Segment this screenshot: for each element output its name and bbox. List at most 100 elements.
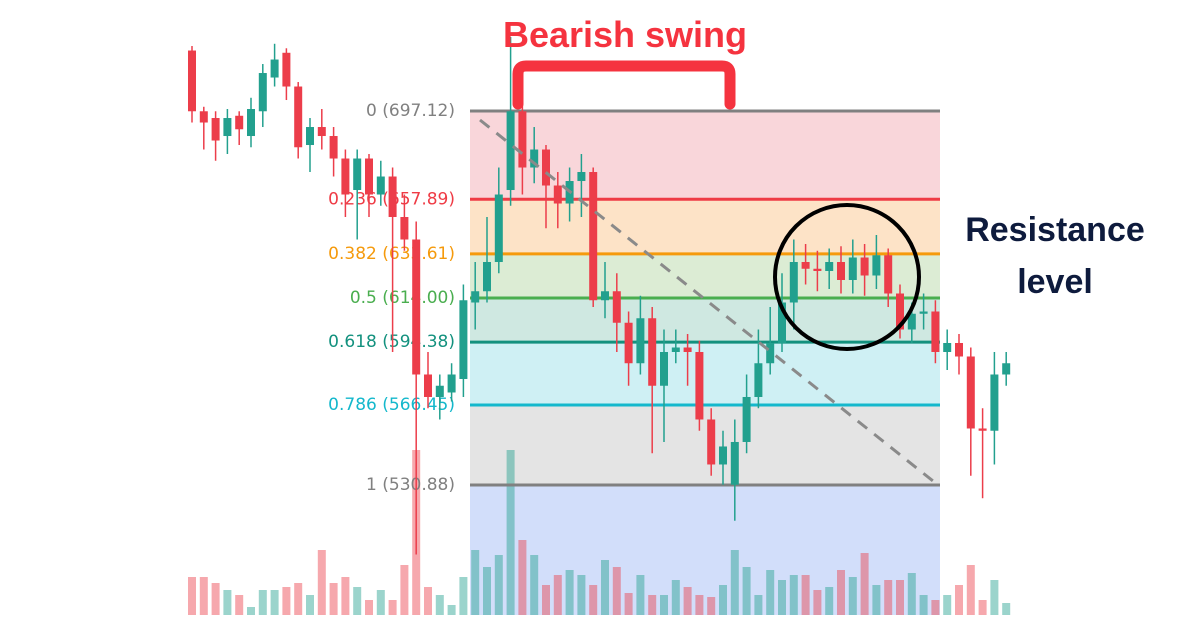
- swing-bracket: [512, 60, 736, 110]
- candle-body: [624, 322, 633, 364]
- candle-body: [317, 127, 326, 137]
- volume-bar: [223, 590, 232, 615]
- volume-bar: [978, 600, 987, 615]
- volume-bar: [683, 587, 692, 615]
- candle-body: [884, 255, 893, 294]
- candle-body: [931, 311, 940, 352]
- candle-body: [188, 50, 196, 112]
- candle-body: [530, 149, 539, 168]
- volume-bar: [247, 607, 255, 615]
- volume-bar: [494, 555, 503, 615]
- volume-bar: [553, 575, 562, 615]
- candle-body: [589, 172, 598, 301]
- volume-bar: [860, 553, 869, 615]
- candle-body: [518, 111, 527, 168]
- candle-body: [872, 255, 881, 276]
- fib-regions: [470, 111, 940, 615]
- volume-bar: [424, 587, 432, 615]
- fib-label: 0 (697.12): [366, 101, 455, 121]
- candle-body: [353, 158, 362, 191]
- volume-bar: [636, 575, 645, 615]
- candles: [188, 37, 1011, 555]
- volume-bar: [671, 580, 680, 615]
- candle-body: [896, 293, 904, 330]
- candle-body: [636, 318, 645, 364]
- volume-bar: [518, 540, 527, 615]
- fib-band: [470, 298, 940, 343]
- candle-body: [907, 313, 916, 330]
- candle-body: [577, 172, 586, 182]
- volume-bar: [742, 567, 751, 615]
- volume-bar: [258, 590, 267, 615]
- candle-body: [471, 291, 480, 303]
- candle-body: [553, 185, 562, 204]
- candle-body: [235, 115, 244, 130]
- candle-body: [707, 419, 716, 465]
- volume-bar: [317, 550, 326, 615]
- volume-bar: [483, 567, 491, 615]
- volume-bar: [801, 575, 810, 615]
- volume-bar: [294, 583, 303, 615]
- volume-bar: [353, 587, 362, 615]
- volume-bar: [919, 595, 928, 615]
- candle-body: [813, 268, 822, 272]
- volume-bar: [577, 575, 586, 615]
- candle-body: [282, 52, 291, 87]
- candle-body: [435, 385, 444, 397]
- candle-body: [388, 176, 397, 218]
- volume-bar: [612, 567, 621, 615]
- candle-body: [660, 351, 668, 386]
- volume-bar: [471, 550, 480, 615]
- candle-body: [542, 149, 550, 186]
- volume-bar: [872, 585, 881, 615]
- volume-bar: [542, 585, 550, 615]
- volume-bar: [376, 590, 385, 615]
- volume-bar: [966, 565, 975, 615]
- candle-body: [719, 446, 727, 465]
- volume-bar: [624, 593, 633, 615]
- candle-body: [648, 318, 657, 386]
- volume-bar: [435, 595, 444, 615]
- volume-bar: [955, 585, 963, 615]
- candle-body: [601, 291, 609, 301]
- volume-bar: [235, 595, 244, 615]
- candle-body: [730, 441, 739, 485]
- volume-bar: [931, 600, 940, 615]
- volume-bar: [1002, 603, 1011, 615]
- fib-band: [470, 485, 940, 615]
- volume-bar: [282, 587, 291, 615]
- volume-bar: [778, 580, 786, 615]
- candle-body: [400, 217, 409, 240]
- candle-body: [943, 342, 952, 352]
- candle-body: [270, 59, 279, 78]
- candle-body: [754, 363, 763, 397]
- candle-body: [1002, 363, 1011, 375]
- fib-band: [470, 404, 940, 485]
- volume-bar: [565, 570, 574, 615]
- candle-body: [506, 111, 515, 191]
- volume-bar: [907, 573, 916, 615]
- candle-body: [412, 239, 421, 375]
- volume-bar: [730, 550, 739, 615]
- volume-bar: [837, 570, 845, 615]
- candle-body: [766, 342, 775, 364]
- candle-body: [612, 291, 621, 323]
- candle-body: [494, 194, 503, 263]
- candle-body: [671, 347, 680, 352]
- volume-bar: [789, 575, 798, 615]
- fib-label: 0.618 (594.38): [328, 332, 455, 352]
- candle-body: [778, 302, 786, 343]
- candle-body: [376, 176, 385, 195]
- volume-bar: [884, 580, 893, 615]
- candle-body: [978, 428, 987, 431]
- candle-body: [294, 86, 303, 148]
- candle-body: [447, 374, 456, 393]
- fib-band: [470, 111, 940, 200]
- volume-bar: [825, 587, 834, 615]
- volume-bar: [400, 565, 409, 615]
- candle-body: [825, 262, 834, 272]
- fib-band: [470, 253, 940, 298]
- candle-body: [211, 118, 220, 141]
